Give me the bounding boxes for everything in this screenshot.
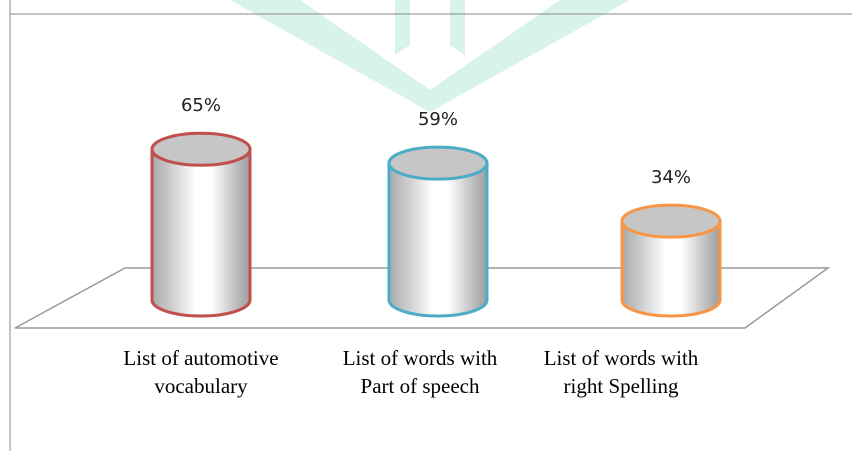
cylinder-body	[620, 219, 722, 318]
bars: 65% 59% 34%	[150, 95, 722, 318]
data-label: 34%	[651, 167, 691, 188]
cylinder-body	[387, 161, 489, 318]
watermark	[230, 0, 630, 112]
cylinder-top	[620, 203, 722, 239]
category-label: List of automotive vocabulary	[123, 346, 279, 398]
category-label: List of words with right Spelling	[543, 346, 699, 398]
floor	[14, 267, 831, 329]
cylinder-body	[150, 147, 252, 318]
cylinder-top	[387, 145, 489, 181]
cylinder-top	[150, 131, 252, 167]
category-label: List of words with Part of speech	[342, 346, 498, 398]
data-label: 65%	[181, 95, 221, 116]
data-label: 59%	[418, 109, 458, 130]
